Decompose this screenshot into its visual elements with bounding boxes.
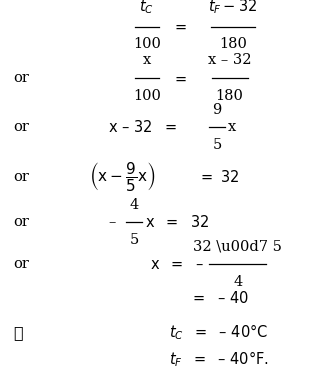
Text: 5: 5 — [212, 138, 221, 152]
Text: $=$ 32: $=$ 32 — [198, 169, 240, 185]
Text: 5: 5 — [130, 233, 138, 247]
Text: x: x — [228, 120, 236, 134]
Text: 32 \u00d7 5: 32 \u00d7 5 — [193, 239, 282, 253]
Text: –: – — [108, 215, 116, 229]
Text: or: or — [13, 215, 29, 229]
Text: $=$: $=$ — [173, 19, 188, 34]
Text: $t_F$  $=$  – 40°F.: $t_F$ $=$ – 40°F. — [169, 349, 269, 369]
Text: $=$  – 40: $=$ – 40 — [190, 290, 249, 306]
Text: x  $=$  32: x $=$ 32 — [145, 214, 210, 230]
Text: 180: 180 — [216, 89, 244, 103]
Text: or: or — [13, 257, 29, 271]
Text: ∴: ∴ — [13, 324, 22, 341]
Text: 100: 100 — [133, 89, 161, 103]
Text: 100: 100 — [133, 37, 161, 51]
Text: x – 32  $=$: x – 32 $=$ — [108, 119, 177, 135]
Text: $t_F - 32$: $t_F - 32$ — [208, 0, 257, 16]
Text: $t_C$: $t_C$ — [139, 0, 154, 16]
Text: x  $=$  –: x $=$ – — [150, 256, 204, 272]
Text: 9: 9 — [212, 103, 221, 117]
Text: x – 32: x – 32 — [208, 53, 251, 67]
Text: 180: 180 — [219, 37, 247, 51]
Text: x: x — [143, 53, 151, 67]
Text: or: or — [13, 170, 29, 184]
Text: or: or — [13, 71, 29, 85]
Text: 4: 4 — [130, 198, 138, 212]
Text: or: or — [13, 120, 29, 134]
Text: $=$: $=$ — [173, 70, 188, 86]
Text: $t_C$  $=$  – 40°C: $t_C$ $=$ – 40°C — [169, 323, 268, 342]
Text: $\left(\mathrm{x}-\dfrac{9}{5}\mathrm{x}\right)$: $\left(\mathrm{x}-\dfrac{9}{5}\mathrm{x}… — [89, 160, 156, 193]
Text: 4: 4 — [233, 275, 242, 289]
